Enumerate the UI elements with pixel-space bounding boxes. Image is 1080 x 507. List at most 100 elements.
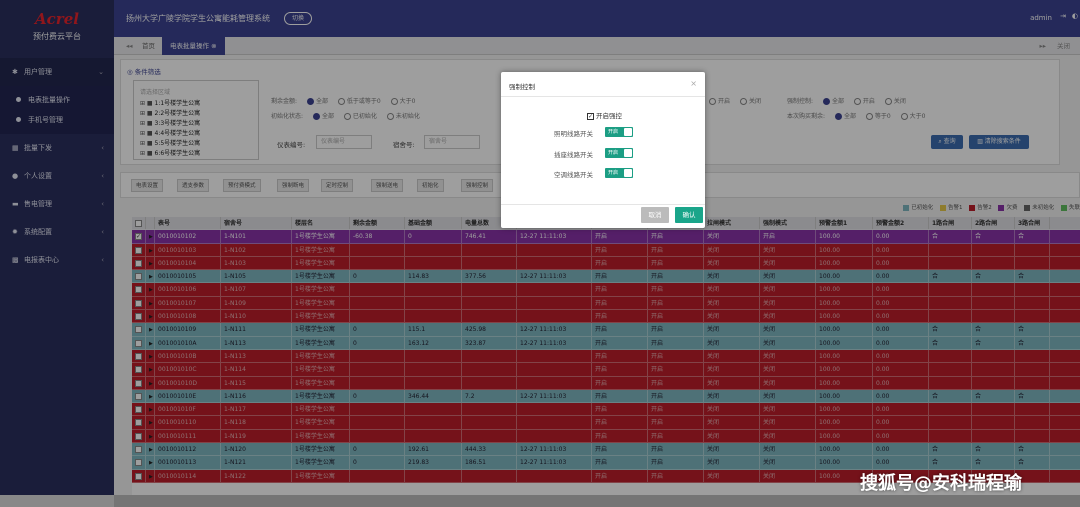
- expand-arrow-icon[interactable]: ▶: [146, 443, 155, 456]
- table-row[interactable]: ▶ 0010010103 1-N102 1号楼学生公寓 开启 开启 关闭 关闭 100.00 0.…: [132, 243, 1080, 257]
- row-checkbox[interactable]: [135, 259, 142, 267]
- expand-arrow-icon[interactable]: ▶: [146, 336, 155, 349]
- row-checkbox-cell[interactable]: [132, 389, 146, 403]
- table-row[interactable]: ▶ 0010010111 1-N119 1号楼学生公寓 开启 开启 关闭 关闭 100.00 0.…: [132, 429, 1080, 444]
- tree-item[interactable]: 4:4号楼学生公寓: [140, 129, 201, 139]
- row-checkbox-cell[interactable]: [132, 416, 146, 429]
- select-all-checkbox[interactable]: [135, 220, 142, 227]
- tree-item[interactable]: 5:5号楼学生公寓: [140, 139, 201, 149]
- table-row[interactable]: ▶ 0010010109 1-N111 1号楼学生公寓 0 115.1 425.98 12-2…: [132, 323, 1080, 337]
- sidebar-subitem-meter-batch[interactable]: 电表批量操作: [0, 90, 114, 110]
- expand-arrow-icon[interactable]: ▶: [146, 283, 155, 296]
- room-number-input[interactable]: 宿舍号: [424, 135, 480, 149]
- expand-arrow-icon[interactable]: ▶: [146, 456, 155, 469]
- expand-arrow-icon[interactable]: ▶: [146, 270, 155, 283]
- row-checkbox[interactable]: [135, 352, 142, 360]
- row-checkbox-cell[interactable]: ✓: [132, 230, 146, 243]
- tab-scroll-right-icon[interactable]: ▸▸: [1039, 42, 1046, 50]
- clear-filter-button[interactable]: ▥ 清除搜索条件: [969, 135, 1029, 149]
- expand-arrow-icon[interactable]: ▶: [146, 310, 155, 323]
- table-row[interactable]: ▶ 0010010107 1-N109 1号楼学生公寓 开启 开启 关闭 关闭 100.00 0.…: [132, 296, 1080, 311]
- table-row[interactable]: ▶ 001001010F 1-N117 1号楼学生公寓 开启 开启 关闭 关闭 100.00 0.…: [132, 403, 1080, 417]
- radio-button[interactable]: [884, 98, 892, 105]
- table-row[interactable]: ▶ 0010010104 1-N103 1号楼学生公寓 开启 开启 关闭 关闭 100.00 0.…: [132, 256, 1080, 271]
- table-row[interactable]: ▶ 0010010110 1-N118 1号楼学生公寓 开启 开启 关闭 关闭 100.00 0.…: [132, 416, 1080, 430]
- row-checkbox-cell[interactable]: [132, 469, 146, 482]
- row-checkbox[interactable]: [135, 246, 142, 254]
- cancel-button[interactable]: 取消: [641, 207, 669, 223]
- row-checkbox[interactable]: [135, 299, 142, 307]
- radio-button[interactable]: [386, 113, 394, 120]
- row-checkbox[interactable]: [135, 366, 142, 374]
- logout-icon[interactable]: ⇥: [1060, 12, 1066, 20]
- row-checkbox[interactable]: [135, 313, 142, 321]
- row-checkbox[interactable]: [135, 379, 142, 387]
- row-checkbox-cell[interactable]: [132, 283, 146, 296]
- table-row[interactable]: ▶ 0010010105 1-N105 1号楼学生公寓 0 114.83 377.56 12-…: [132, 270, 1080, 284]
- radio-button[interactable]: [822, 98, 830, 105]
- sidebar-item-system[interactable]: ✹ 系统配置 ‹: [0, 218, 114, 246]
- switch-button[interactable]: 切换: [284, 12, 312, 25]
- horizontal-scrollbar[interactable]: [114, 495, 1080, 507]
- row-checkbox-cell[interactable]: [132, 310, 146, 323]
- row-checkbox-cell[interactable]: [132, 443, 146, 456]
- expand-arrow-icon[interactable]: ▶: [146, 230, 155, 243]
- confirm-button[interactable]: 确认: [675, 207, 703, 223]
- tree-item[interactable]: 2:2号楼学生公寓: [140, 109, 201, 119]
- tab-close-all[interactable]: 关闭: [1057, 42, 1070, 50]
- table-row[interactable]: ▶ 001001010E 1-N116 1号楼学生公寓 0 346.44 7.2 12-27 …: [132, 389, 1080, 404]
- expand-arrow-icon[interactable]: ▶: [146, 363, 155, 376]
- row-checkbox-cell[interactable]: [132, 456, 146, 469]
- enable-force-control-checkbox[interactable]: ✓ 开启强控: [587, 112, 622, 120]
- socket-switch[interactable]: 开启: [605, 148, 633, 158]
- sidebar-item-reports[interactable]: ▩ 电报表中心 ‹: [0, 246, 114, 274]
- row-checkbox-cell[interactable]: [132, 256, 146, 270]
- initialize-button[interactable]: 初始化: [417, 179, 444, 192]
- row-checkbox[interactable]: [135, 273, 142, 281]
- row-checkbox[interactable]: [135, 472, 142, 480]
- row-checkbox-cell[interactable]: [132, 323, 146, 336]
- radio-button[interactable]: [337, 98, 345, 105]
- row-checkbox[interactable]: [135, 446, 142, 454]
- meter-number-input[interactable]: 仪表编号: [316, 135, 372, 149]
- radio-button[interactable]: [390, 98, 398, 105]
- radio-button[interactable]: [306, 98, 314, 105]
- overdraft-button[interactable]: 透支参数: [177, 179, 210, 192]
- tree-item[interactable]: 3:3号楼学生公寓: [140, 119, 201, 129]
- tab-scroll-left-icon[interactable]: ◂◂: [126, 42, 133, 50]
- tab-home[interactable]: 首页: [142, 42, 155, 50]
- radio-button[interactable]: [865, 113, 873, 120]
- close-icon[interactable]: ×: [690, 79, 697, 88]
- row-checkbox-cell[interactable]: [132, 363, 146, 376]
- expand-arrow-icon[interactable]: ▶: [146, 256, 155, 270]
- row-checkbox[interactable]: [135, 326, 142, 334]
- table-row[interactable]: ▶ 001001010D 1-N115 1号楼学生公寓 开启 开启 关闭 关闭 100.00 0.…: [132, 376, 1080, 390]
- settings-icon[interactable]: ◐: [1071, 12, 1078, 20]
- table-row[interactable]: ▶ 0010010114 1-N122 1号楼学生公寓 开启 开启 关闭 关闭 100.00 0.…: [132, 469, 1080, 483]
- aircon-switch[interactable]: 开启: [605, 168, 633, 178]
- row-checkbox[interactable]: [135, 392, 142, 400]
- table-row[interactable]: ▶ 001001010A 1-N113 1号楼学生公寓 0 163.12 323.87 12-…: [132, 336, 1080, 350]
- query-button[interactable]: ⌕ 查询: [931, 135, 963, 149]
- row-checkbox-cell[interactable]: [132, 336, 146, 349]
- table-row[interactable]: ▶ 0010010106 1-N107 1号楼学生公寓 开启 开启 关闭 关闭 100.00 0.…: [132, 283, 1080, 297]
- user-name[interactable]: admin: [1030, 14, 1052, 22]
- tree-item[interactable]: 1:1号楼学生公寓: [140, 99, 201, 109]
- row-checkbox-cell[interactable]: [132, 429, 146, 443]
- table-row[interactable]: ▶ 0010010108 1-N110 1号楼学生公寓 开启 开启 关闭 关闭 100.00 0.…: [132, 310, 1080, 324]
- sidebar-item-user-management[interactable]: ✱ 用户管理 ⌄: [0, 58, 114, 86]
- row-checkbox[interactable]: [135, 459, 142, 467]
- row-checkbox-cell[interactable]: [132, 403, 146, 416]
- expand-arrow-icon[interactable]: ▶: [146, 376, 155, 389]
- area-tree[interactable]: 请选择区域 1:1号楼学生公寓 2:2号楼学生公寓 3:3号楼学生公寓 4:4号…: [133, 80, 259, 160]
- row-checkbox[interactable]: [135, 339, 142, 347]
- expand-arrow-icon[interactable]: ▶: [146, 389, 155, 403]
- row-checkbox[interactable]: ✓: [135, 233, 142, 241]
- row-checkbox-cell[interactable]: [132, 243, 146, 256]
- expand-arrow-icon[interactable]: ▶: [146, 323, 155, 336]
- row-checkbox-cell[interactable]: [132, 376, 146, 389]
- sidebar-subitem-phone[interactable]: 手机号管理: [0, 110, 114, 130]
- sidebar-item-batch[interactable]: ▦ 批量下发 ‹: [0, 134, 114, 162]
- row-checkbox-cell[interactable]: [132, 270, 146, 283]
- row-checkbox[interactable]: [135, 419, 142, 427]
